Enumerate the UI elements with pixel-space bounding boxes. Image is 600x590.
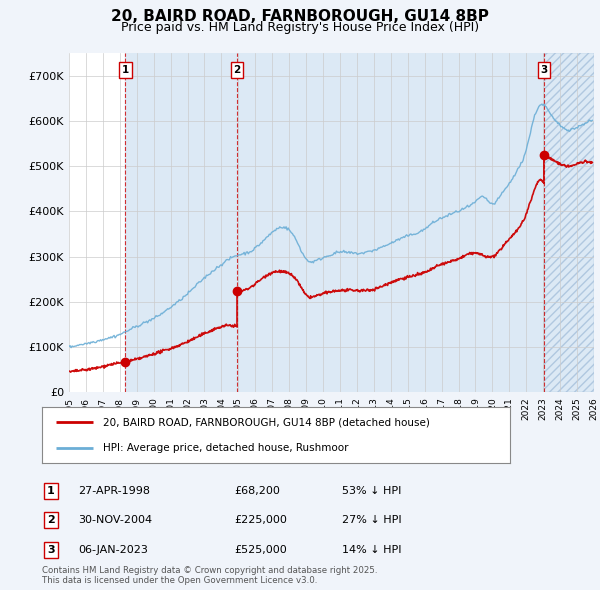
Bar [544, 53, 594, 392]
Text: 27% ↓ HPI: 27% ↓ HPI [342, 516, 401, 525]
Text: 20, BAIRD ROAD, FARNBOROUGH, GU14 8BP: 20, BAIRD ROAD, FARNBOROUGH, GU14 8BP [111, 9, 489, 24]
Text: 53% ↓ HPI: 53% ↓ HPI [342, 486, 401, 496]
Text: 3: 3 [47, 545, 55, 555]
Text: 2: 2 [233, 65, 241, 75]
Text: Price paid vs. HM Land Registry's House Price Index (HPI): Price paid vs. HM Land Registry's House … [121, 21, 479, 34]
Bar [237, 53, 544, 392]
Text: £225,000: £225,000 [234, 516, 287, 525]
Text: 27-APR-1998: 27-APR-1998 [78, 486, 150, 496]
Text: 1: 1 [47, 486, 55, 496]
Text: 1: 1 [122, 65, 129, 75]
Text: 14% ↓ HPI: 14% ↓ HPI [342, 545, 401, 555]
Text: 3: 3 [540, 65, 547, 75]
Text: 30-NOV-2004: 30-NOV-2004 [78, 516, 152, 525]
Text: £525,000: £525,000 [234, 545, 287, 555]
Bar [125, 53, 237, 392]
Text: 20, BAIRD ROAD, FARNBOROUGH, GU14 8BP (detached house): 20, BAIRD ROAD, FARNBOROUGH, GU14 8BP (d… [103, 417, 430, 427]
Text: 06-JAN-2023: 06-JAN-2023 [78, 545, 148, 555]
Text: HPI: Average price, detached house, Rushmoor: HPI: Average price, detached house, Rush… [103, 443, 349, 453]
Text: £68,200: £68,200 [234, 486, 280, 496]
Text: Contains HM Land Registry data © Crown copyright and database right 2025.
This d: Contains HM Land Registry data © Crown c… [42, 566, 377, 585]
Text: 2: 2 [47, 516, 55, 525]
